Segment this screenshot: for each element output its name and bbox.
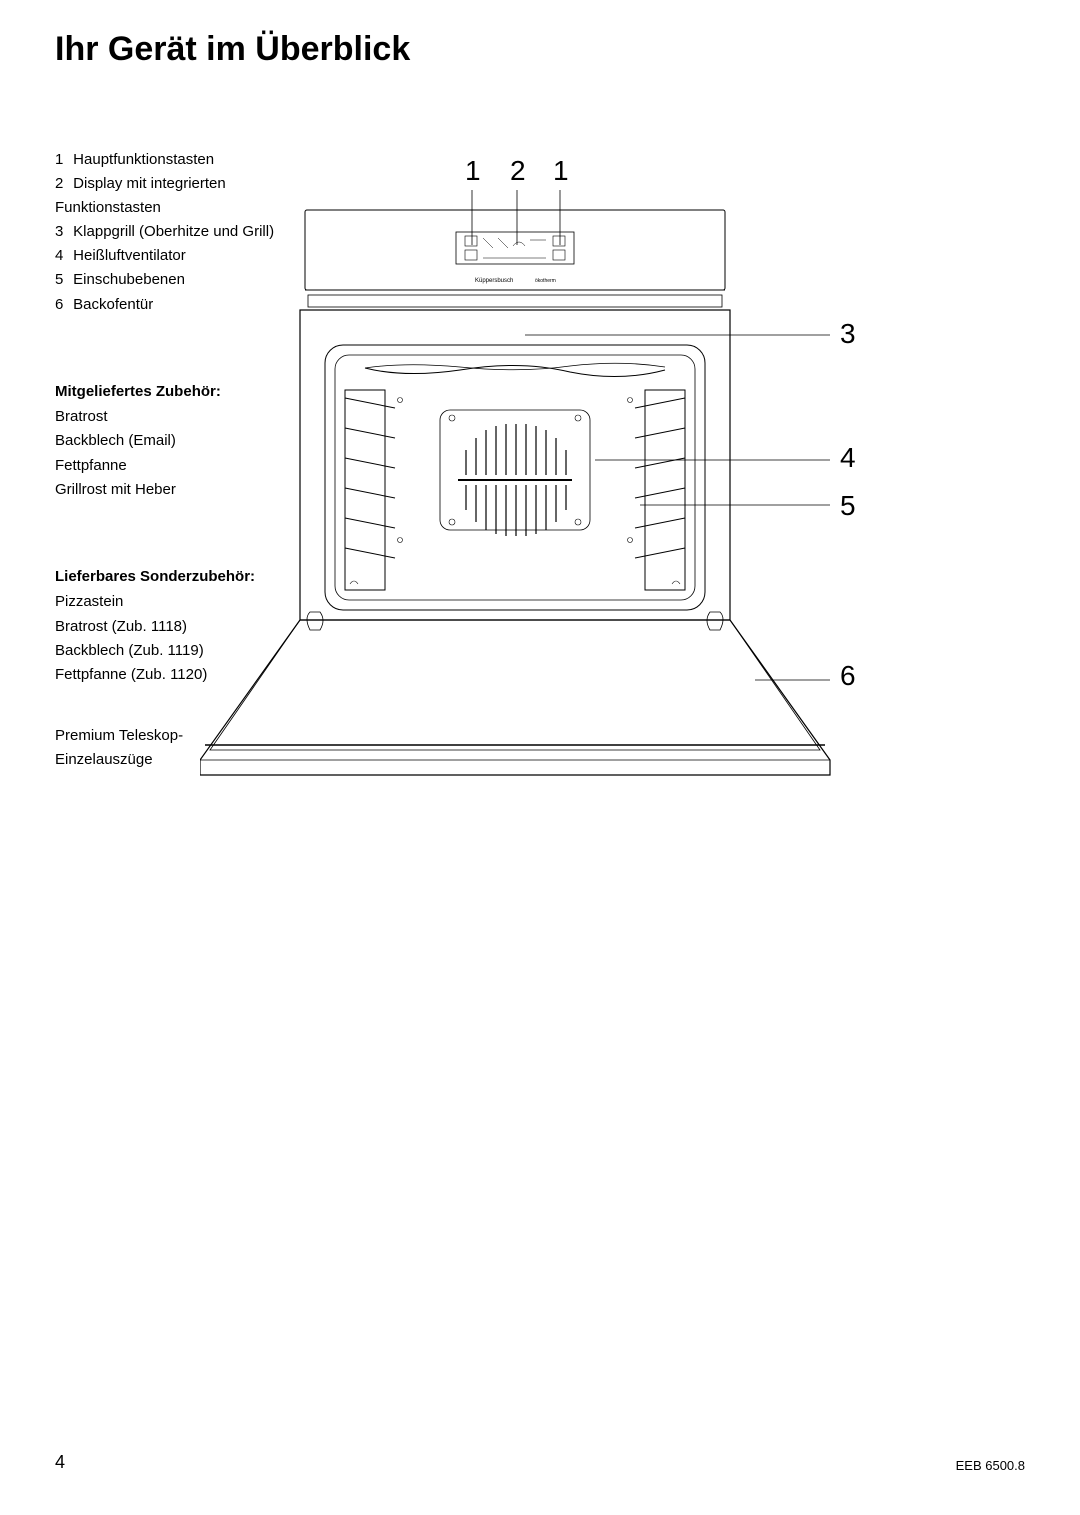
oven-diagram: Küppersbusch ökotherm — [200, 150, 860, 790]
page-title: Ihr Gerät im Überblick — [55, 30, 410, 69]
page-number: 4 — [55, 1452, 65, 1473]
brand-sublabel: ökotherm — [535, 278, 556, 284]
brand-label: Küppersbusch — [475, 278, 513, 284]
model-code: EEB 6500.8 — [956, 1458, 1025, 1473]
